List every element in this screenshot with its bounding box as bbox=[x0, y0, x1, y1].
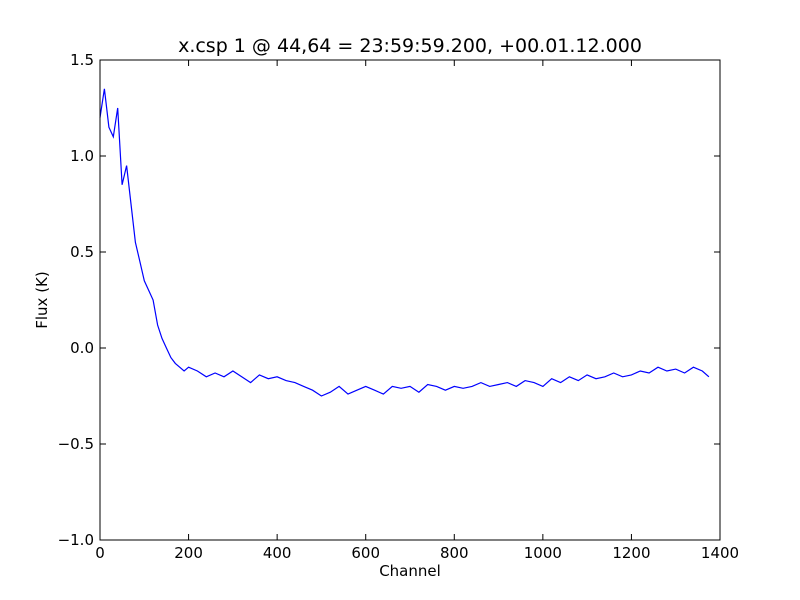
chart-title: x.csp 1 @ 44,64 = 23:59:59.200, +00.01.1… bbox=[178, 35, 642, 57]
plot-frame bbox=[99, 59, 721, 541]
y-tick-label: 0.0 bbox=[70, 339, 94, 357]
x-axis-label: Channel bbox=[379, 562, 441, 580]
plot-layer bbox=[99, 88, 710, 397]
series-line-0 bbox=[99, 88, 710, 397]
y-tick-label: 0.5 bbox=[70, 243, 94, 261]
x-tick-label: 800 bbox=[440, 544, 469, 562]
ticks-layer: 0 200 400 600 800 1000 1200 1400 −1.0 −0.5 0.0 0.5 1… bbox=[58, 51, 740, 562]
y-tick-label: 1.0 bbox=[70, 147, 94, 165]
y-tick-label: −1.0 bbox=[58, 531, 94, 549]
y-tick-label: −0.5 bbox=[58, 435, 94, 453]
x-tick-label: 0 bbox=[95, 544, 105, 562]
x-tick-label: 1000 bbox=[524, 544, 562, 562]
y-axis-label: Flux (K) bbox=[33, 271, 51, 329]
y-tick-label: 1.5 bbox=[70, 51, 94, 69]
x-tick-label: 400 bbox=[263, 544, 292, 562]
x-tick-label: 200 bbox=[174, 544, 203, 562]
x-tick-label: 1400 bbox=[701, 544, 739, 562]
x-tick-label: 1200 bbox=[612, 544, 650, 562]
x-tick-label: 600 bbox=[351, 544, 380, 562]
